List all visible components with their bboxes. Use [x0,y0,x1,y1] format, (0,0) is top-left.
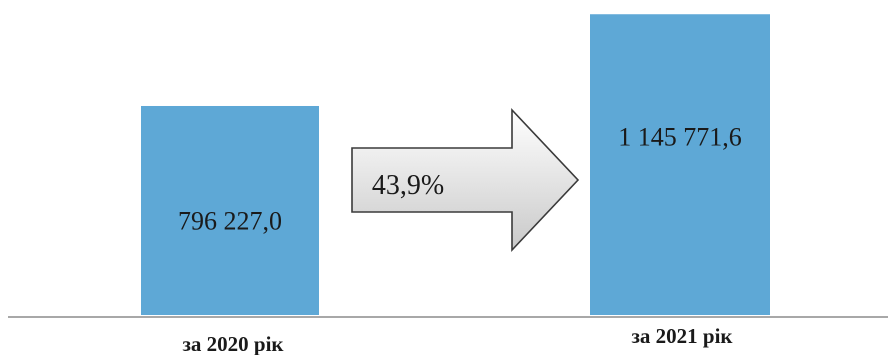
growth-percent-label: 43,9% [372,170,444,201]
category-labels: за 2020 рік за 2021 рік [182,324,733,355]
bars: 796 227,0 1 145 771,6 [141,14,770,315]
bar-value-label-0: 796 227,0 [178,206,282,235]
bar-value-label-1: 1 145 771,6 [618,123,742,152]
bar-1 [590,14,770,315]
growth-arrow: 43,9% [351,107,580,253]
x-tick-label-0: за 2020 рік [182,332,284,355]
x-tick-label-1: за 2021 рік [631,324,733,348]
bar-0 [141,105,319,315]
arrow-right-icon [351,107,580,253]
